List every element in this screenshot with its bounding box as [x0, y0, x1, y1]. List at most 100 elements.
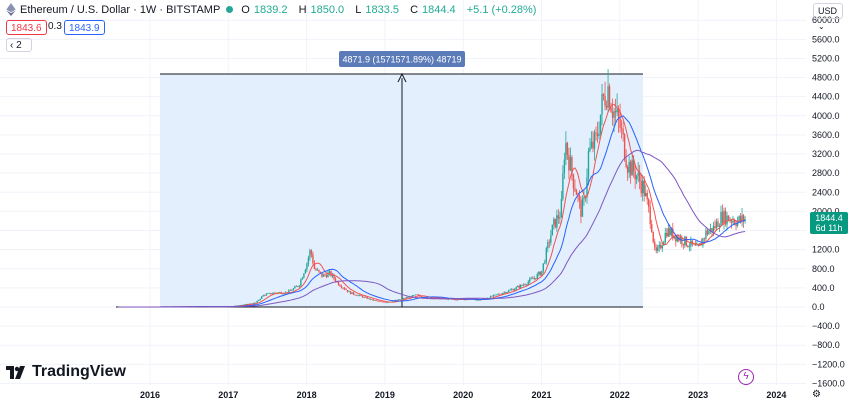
candle-body: [726, 215, 728, 225]
candle-body: [682, 243, 685, 246]
lightning-icon[interactable]: ϟ: [738, 369, 754, 385]
last-price-label: 1844.4 6d 11h: [810, 212, 848, 234]
candle-body: [738, 216, 740, 221]
candle-body: [333, 274, 335, 279]
ohlc-values: O 1839.2 H 1850.0 L 1833.5 C 1844.4 +5.1 (+0…: [241, 3, 537, 16]
candle-body: [541, 270, 543, 276]
candle-body: [623, 134, 626, 160]
candle-body: [559, 217, 561, 219]
sell-button[interactable]: 1843.6: [6, 20, 47, 35]
candle-body: [533, 278, 535, 279]
candle-body: [614, 110, 617, 113]
price-axis[interactable]: 6000.0 5600.0 5200.0 4800.0 4400.0 4000.0 3600…: [812, 15, 845, 388]
candle-body: [492, 294, 495, 297]
candle-body: [583, 197, 585, 200]
candle-body: [283, 293, 286, 295]
candle-body: [379, 301, 382, 302]
candle-body: [629, 161, 632, 176]
candle-body: [535, 278, 537, 279]
candle-body: [288, 290, 290, 294]
candle-body: [592, 141, 594, 149]
candle-body: [696, 244, 698, 246]
measure-label: 4871.9 (1571571.89%) 48719: [342, 55, 461, 65]
candle-body: [732, 220, 734, 223]
candle-body: [712, 225, 715, 233]
candle-body: [720, 211, 722, 226]
candle-body: [578, 195, 581, 201]
candle-body: [626, 167, 629, 173]
candle-body: [664, 232, 666, 243]
candle-body: [256, 300, 258, 303]
candle-body: [581, 199, 584, 217]
candle-body: [253, 302, 255, 304]
candle-body: [538, 271, 540, 275]
buy-button[interactable]: 1843.9: [64, 20, 105, 35]
candle-body: [648, 199, 650, 207]
candle-body: [608, 86, 611, 108]
candle-body: [416, 294, 418, 296]
candle-body: [294, 286, 296, 289]
candle-body: [300, 279, 302, 286]
candle-body: [271, 293, 273, 295]
candle-body: [348, 291, 350, 292]
candle-body: [563, 159, 566, 174]
candle-body: [607, 86, 609, 108]
symbol-legend[interactable]: Ethereum / U.S. Dollar · 1W · BITSTAMP O…: [6, 3, 540, 16]
candle-body: [610, 107, 612, 113]
candle-body: [637, 172, 639, 176]
candle-body: [413, 295, 415, 296]
candle-body: [669, 228, 671, 236]
x-tick-label: 2018: [297, 390, 317, 400]
candle-body: [504, 292, 507, 293]
candle-body: [315, 269, 317, 271]
candle-body: [313, 263, 316, 270]
candle-body: [542, 263, 545, 271]
candle-body: [242, 304, 245, 306]
y-tick-label: 4000.0: [812, 111, 840, 121]
candle-body: [452, 299, 454, 300]
candle-body: [714, 225, 716, 229]
bar-countdown: 6d 11h: [816, 223, 843, 233]
candle-body: [324, 274, 326, 276]
candle-body: [307, 257, 310, 264]
candle-body: [709, 228, 712, 232]
candle-body: [632, 159, 635, 172]
candle-body: [733, 220, 736, 224]
candle-body: [622, 128, 624, 135]
candle-body: [378, 301, 380, 302]
x-tick-label: 2022: [610, 390, 630, 400]
indicators-toggle[interactable]: ‹ 2: [6, 38, 32, 52]
candle-body: [601, 94, 603, 115]
candle-body: [343, 288, 346, 290]
candle-body: [635, 175, 638, 180]
candle-body: [405, 297, 407, 299]
y-tick-label: −400.0: [812, 321, 840, 331]
candle-body: [569, 157, 572, 171]
candle-body: [310, 250, 313, 255]
candle-body: [703, 238, 706, 240]
candle-body: [640, 181, 642, 194]
candle-body: [706, 230, 709, 235]
candle-body: [375, 300, 377, 301]
candle-body: [708, 231, 710, 235]
spread-value: 0.3: [48, 21, 62, 32]
time-axis[interactable]: 2016 2017 2018 2019 2020 2021 2022 2023 2024: [140, 390, 786, 400]
currency-select[interactable]: USD ⌄: [813, 3, 843, 31]
x-tick-label: 2023: [688, 390, 708, 400]
settings-gear-icon[interactable]: ⚙: [812, 389, 821, 400]
candle-body: [479, 299, 481, 301]
candle-body: [455, 299, 457, 301]
candle-body: [660, 244, 662, 249]
candle-body: [560, 199, 563, 218]
candle-body: [404, 298, 406, 299]
candle-body: [395, 300, 397, 301]
tradingview-logo[interactable]: TradingView: [6, 363, 126, 381]
candle-body: [721, 211, 724, 224]
candle-body: [617, 108, 620, 118]
candle-body: [366, 297, 368, 299]
candle-body: [327, 273, 329, 278]
y-tick-label: 800.0: [812, 264, 835, 274]
candle-body: [360, 295, 362, 297]
candle-body: [628, 161, 630, 173]
